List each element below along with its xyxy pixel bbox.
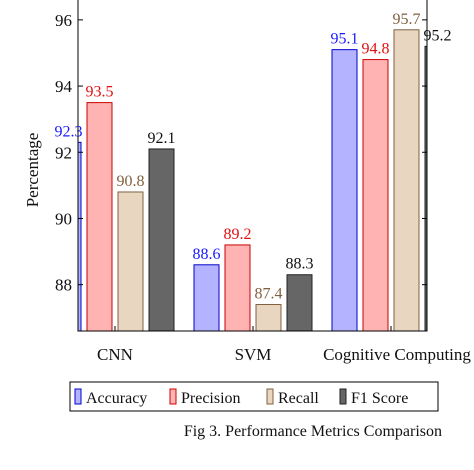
value-label-cnn-recall: 90.8 xyxy=(117,173,145,190)
bar-cnn-precision xyxy=(86,102,113,331)
x-tick-label-svm: SVM xyxy=(235,345,272,364)
y-tick-label: 92 xyxy=(55,143,72,162)
legend-label-precision: Precision xyxy=(181,390,241,407)
legend-swatch-precision xyxy=(169,388,177,405)
x-tick-label-cognitive-computing: Cognitive Computing xyxy=(323,345,471,364)
value-label-svm-precision: 89.2 xyxy=(224,226,252,243)
x-axis: CNN SVM Cognitive Computing xyxy=(97,326,471,364)
legend-swatch-recall xyxy=(266,388,274,405)
bar-svm-recall xyxy=(255,304,282,331)
value-label-cnn-accuracy: 92.3 xyxy=(55,123,83,140)
y-tick-label: 94 xyxy=(55,77,73,96)
value-label-cognitive-computing-recall: 95.7 xyxy=(393,11,421,28)
value-label-svm-f1-score: 88.3 xyxy=(286,256,314,273)
bar-cognitive-computing-accuracy xyxy=(331,49,358,331)
bar-svm-accuracy xyxy=(193,264,220,331)
y-tick-label: 90 xyxy=(55,209,72,228)
bar-cognitive-computing-f1-score xyxy=(424,45,427,331)
y-tick-label: 88 xyxy=(55,276,72,295)
value-labels-layer: 92.3 93.5 90.8 92.1 88.689.2 87.488.3 95.194.8… xyxy=(55,11,452,303)
bar-cnn-accuracy xyxy=(78,141,82,331)
bar-cognitive-computing-precision xyxy=(362,59,389,331)
bar-svm-precision xyxy=(224,244,251,331)
y-axis: 88 90 92 94 96 xyxy=(55,11,427,295)
value-label-svm-recall: 87.4 xyxy=(255,286,283,303)
legend-swatch-accuracy xyxy=(74,388,82,405)
figure-caption: Fig 3. Performance Metrics Comparison xyxy=(183,423,442,440)
legend-swatch-f1-score xyxy=(339,388,347,405)
bar-svm-f1-score xyxy=(286,274,313,331)
legend: Accuracy Precision Recall F1 Score xyxy=(69,381,439,412)
legend-label-f1-score: F1 Score xyxy=(351,390,408,407)
legend-label-recall: Recall xyxy=(278,390,319,407)
legend-box xyxy=(69,381,439,412)
bar-cognitive-computing-recall xyxy=(393,29,420,331)
value-label-svm-accuracy: 88.6 xyxy=(193,246,221,263)
y-tick-label: 96 xyxy=(55,11,72,30)
value-label-cognitive-computing-f1-score: 95.2 xyxy=(424,27,452,44)
bars-layer xyxy=(78,29,427,331)
bar-cnn-f1-score xyxy=(148,148,175,331)
legend-label-accuracy: Accuracy xyxy=(86,390,147,407)
bar-chart: 92.3 93.5 90.8 92.1 88.689.2 87.488.3 95.194.8… xyxy=(23,0,471,412)
x-tick-label-cnn: CNN xyxy=(97,345,133,364)
value-label-cognitive-computing-precision: 94.8 xyxy=(362,41,390,58)
value-label-cognitive-computing-accuracy: 95.1 xyxy=(331,31,359,48)
value-label-cnn-f1-score: 92.1 xyxy=(148,130,176,147)
bar-cnn-recall xyxy=(117,191,144,331)
value-label-cnn-precision: 93.5 xyxy=(86,84,114,101)
y-axis-label: Percentage xyxy=(23,133,42,208)
